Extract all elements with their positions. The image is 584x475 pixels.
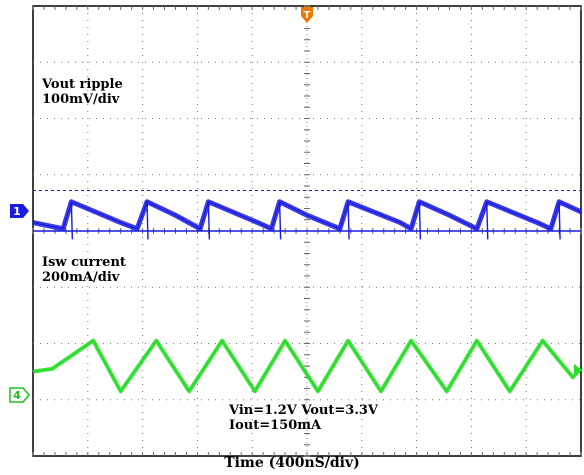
traces — [32, 190, 583, 394]
ch1-spike — [70, 201, 74, 240]
ch4-scale-label: 200mA/div — [42, 270, 120, 285]
markers: T 1 4 — [9, 7, 580, 403]
ch1-spike — [146, 201, 149, 240]
ch1-spike — [347, 201, 350, 240]
conditions-line-2: Iout=150mA — [229, 418, 322, 433]
ch1-spike — [207, 201, 211, 240]
ch1-spike — [418, 201, 422, 240]
conditions-line-1: Vin=1.2V Vout=3.3V — [229, 403, 378, 418]
ch1-marker-label: 1 — [13, 205, 21, 218]
ch4-trace-core — [32, 339, 582, 393]
ch4-marker — [9, 387, 30, 403]
trigger-marker-label: T — [304, 10, 311, 21]
ch1-marker — [10, 204, 29, 218]
ch1-scale-label: 100mV/div — [42, 92, 120, 107]
ch1-spike — [278, 201, 282, 240]
ch4-level-arrow — [574, 363, 580, 374]
ch1-name-label: Vout ripple — [42, 77, 123, 92]
ch1-spike — [558, 201, 561, 240]
x-axis-label: Time (400nS/div) — [224, 455, 360, 471]
ch1-spike — [486, 201, 489, 240]
ch4-name-label: Isw current — [42, 255, 126, 270]
trigger-marker — [301, 7, 313, 23]
ch4-marker-label: 4 — [13, 389, 21, 402]
